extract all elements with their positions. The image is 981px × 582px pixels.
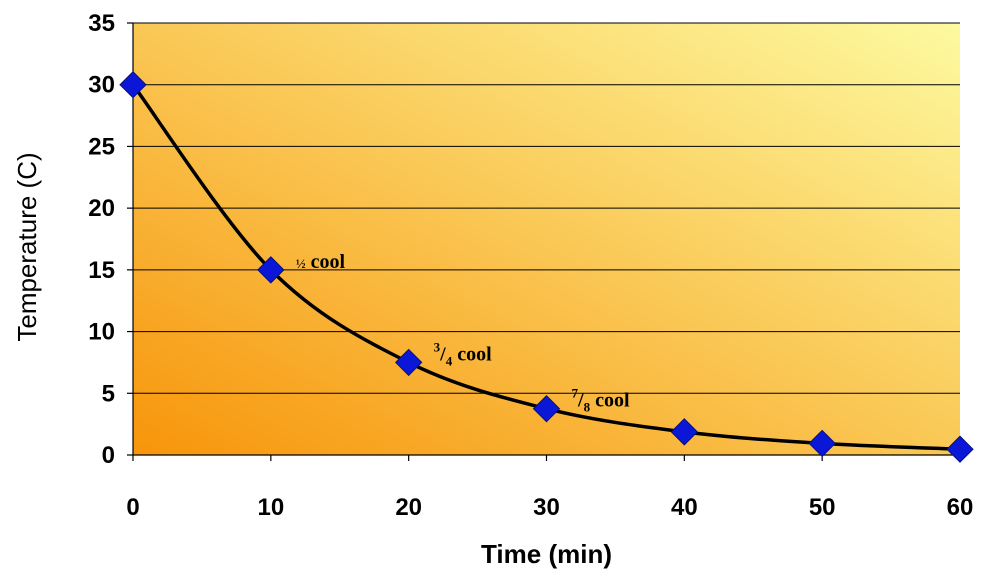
y-tick-label: 20 [88,195,115,222]
x-tick-label: 0 [126,494,139,521]
data-point-marker [394,348,423,377]
data-point-marker [946,435,974,463]
data-point-marker [670,418,699,446]
x-tick-label: 20 [395,494,422,521]
data-point-marker [257,256,285,284]
y-tick-label: 5 [102,380,115,407]
cool-annotation: 3/4 cool [434,339,492,368]
x-tick-label: 10 [257,494,284,521]
data-point-marker [119,71,147,99]
y-tick-label: 35 [88,10,115,37]
x-axis-title: Time (min) [481,539,612,569]
y-tick-label: 15 [88,257,115,284]
cool-annotation: ½ cool [296,251,346,273]
data-point-marker [532,395,561,423]
x-tick-label: 30 [533,494,560,521]
y-axis-title: Temperature (C) [12,152,42,341]
x-tick-label: 40 [671,494,698,521]
x-tick-label: 50 [809,494,836,521]
y-tick-label: 10 [88,319,115,346]
y-tick-label: 30 [88,72,115,99]
annotations: ½ cool 3/4 cool 7/8 cool [296,251,630,415]
data-point-marker [808,429,836,458]
x-tick-label: 60 [947,494,974,521]
plot-area [133,23,960,455]
y-tick-label: 0 [102,442,115,469]
series-group [119,71,974,463]
cool-annotation: 7/8 cool [572,386,630,415]
y-tick-label: 25 [88,133,115,160]
tick-labels: 0 5 10 15 20 25 30 35 0 10 20 30 40 50 60 [88,10,973,521]
